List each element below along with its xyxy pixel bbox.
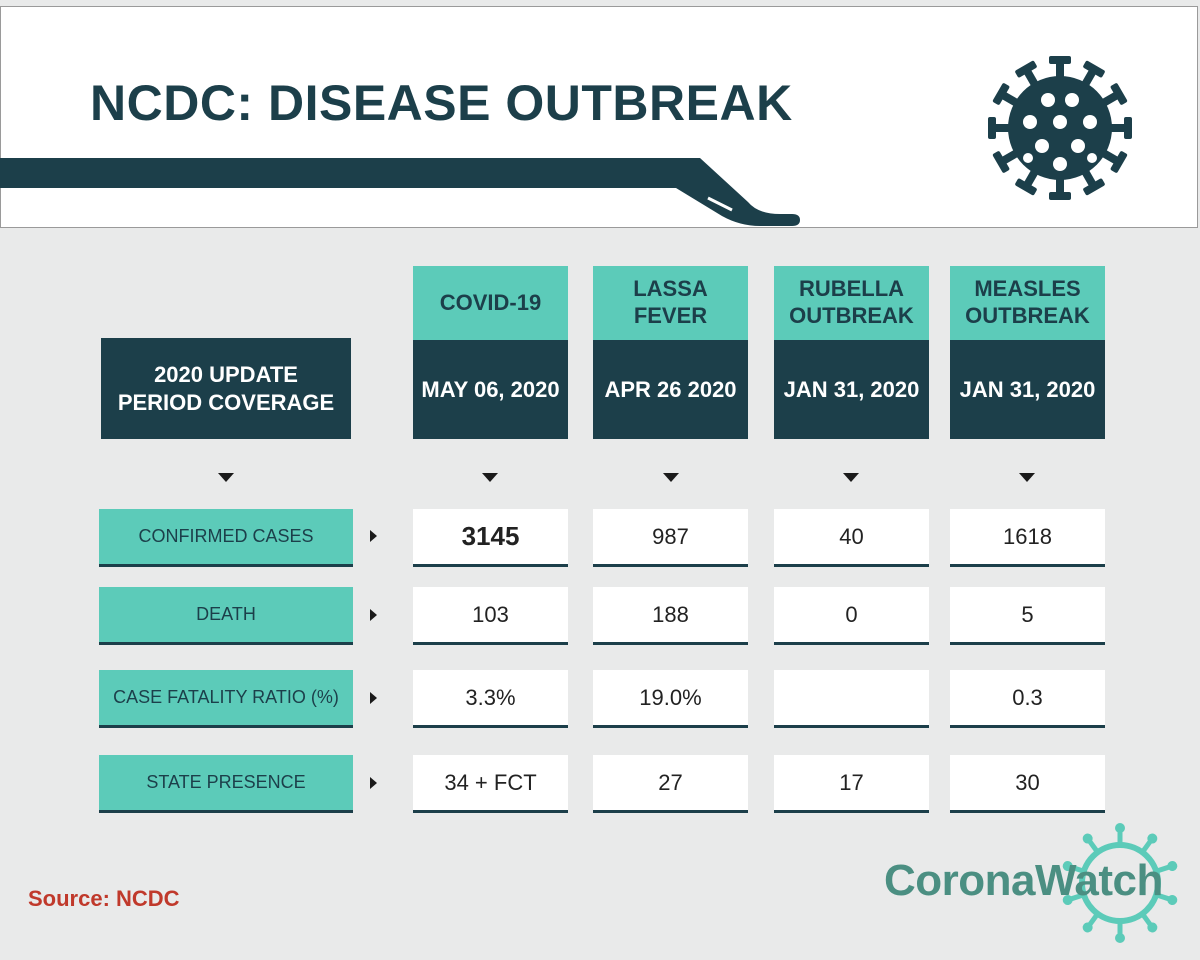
table-cell: 19.0% xyxy=(593,670,748,728)
table-cell: 103 xyxy=(413,587,568,645)
table-cell: 30 xyxy=(950,755,1105,813)
row-label-death: DEATH xyxy=(99,587,353,645)
table-cell: 27 xyxy=(593,755,748,813)
chevron-right-icon xyxy=(370,609,377,621)
table-cell: 34 + FCT xyxy=(413,755,568,813)
table-cell: 17 xyxy=(774,755,929,813)
disease-date-covid: MAY 06, 2020 xyxy=(413,340,568,439)
row-label-state-presence: STATE PRESENCE xyxy=(99,755,353,813)
disease-header-rubella: RUBELLA OUTBREAK xyxy=(774,266,929,340)
period-coverage-header: 2020 UPDATE PERIOD COVERAGE xyxy=(101,338,351,439)
coronawatch-virus-icon xyxy=(1061,823,1179,943)
table-cell: 1618 xyxy=(950,509,1105,567)
disease-date-measles: JAN 31, 2020 xyxy=(950,340,1105,439)
disease-date-rubella: JAN 31, 2020 xyxy=(774,340,929,439)
disease-header-lassa: LASSA FEVER xyxy=(593,266,748,340)
chevron-down-icon xyxy=(843,473,859,482)
table-cell xyxy=(774,670,929,728)
disease-header-measles: MEASLES OUTBREAK xyxy=(950,266,1105,340)
row-label-confirmed-cases: CONFIRMED CASES xyxy=(99,509,353,567)
chevron-down-icon xyxy=(218,473,234,482)
hand-graphic xyxy=(0,158,800,226)
table-cell: 0 xyxy=(774,587,929,645)
table-cell: 3.3% xyxy=(413,670,568,728)
table-cell: 3145 xyxy=(413,509,568,567)
disease-header-covid: COVID-19 xyxy=(413,266,568,340)
coronawatch-logo: CoronaWatch xyxy=(884,856,1163,905)
page-title: NCDC: DISEASE OUTBREAK xyxy=(90,75,793,131)
chevron-down-icon xyxy=(1019,473,1035,482)
source-note: Source: NCDC xyxy=(28,886,180,911)
table-cell: 5 xyxy=(950,587,1105,645)
table-cell: 188 xyxy=(593,587,748,645)
table-cell: 40 xyxy=(774,509,929,567)
chevron-right-icon xyxy=(370,692,377,704)
row-label-case-fatality-ratio: CASE FATALITY RATIO (%) xyxy=(99,670,353,728)
table-cell: 987 xyxy=(593,509,748,567)
table-cell: 0.3 xyxy=(950,670,1105,728)
chevron-right-icon xyxy=(370,777,377,789)
chevron-down-icon xyxy=(482,473,498,482)
virus-icon xyxy=(988,56,1132,200)
chevron-right-icon xyxy=(370,530,377,542)
disease-date-lassa: APR 26 2020 xyxy=(593,340,748,439)
header-banner xyxy=(0,6,1198,228)
chevron-down-icon xyxy=(663,473,679,482)
